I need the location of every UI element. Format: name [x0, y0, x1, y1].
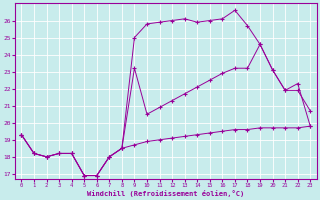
X-axis label: Windchill (Refroidissement éolien,°C): Windchill (Refroidissement éolien,°C)	[87, 190, 244, 197]
